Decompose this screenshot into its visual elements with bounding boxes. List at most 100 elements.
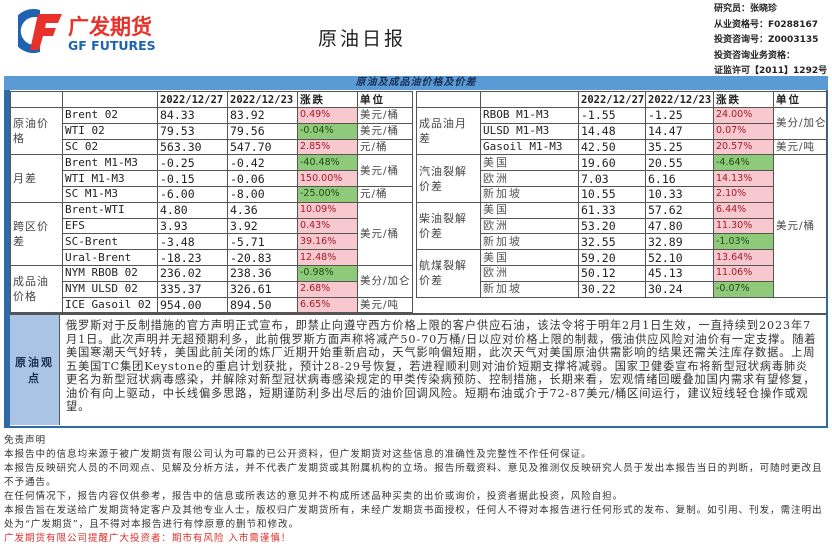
value-previous: 35.25	[645, 138, 714, 156]
item-name: 欧洲	[480, 217, 579, 235]
item-name: WTI 02	[62, 122, 158, 140]
item-name: 欧洲	[480, 170, 579, 187]
category-label: 柴油裂解价差	[416, 201, 481, 251]
change-percent: 12.48%	[297, 249, 358, 266]
unit-label: 美分/加仑	[773, 107, 827, 140]
change-percent: 2.85%	[297, 138, 358, 156]
value-current: 10.55	[578, 185, 646, 203]
item-name: 新加坡	[480, 280, 579, 298]
item-name: NYM ULSD 02	[62, 280, 158, 298]
change-percent: 0.43%	[297, 217, 358, 235]
analyst-name: 研究员：张晓珍	[714, 4, 778, 14]
value-current: 42.50	[578, 138, 646, 156]
table-row: 原油价格 Brent 02 84.33 83.92 0.49% 美元/桶	[10, 106, 413, 156]
column-header	[10, 91, 63, 108]
column-header	[480, 91, 579, 108]
table-row: WTI 02 79.53 79.56 -0.04% 美元/桶	[11, 122, 413, 140]
table-row: 月差 Brent M1-M3 -0.25 -0.42 -40.48% 美元/桶	[10, 154, 413, 203]
table-row: SC-Brent -3.48 -5.71 39.16%	[11, 233, 413, 251]
unit-label: 美元/桶	[773, 154, 827, 298]
value-current: 3.93	[157, 217, 228, 235]
change-percent: 150.00%	[297, 170, 358, 187]
value-current: -1.55	[578, 107, 646, 124]
table-row: 欧洲 53.20 47.80 11.30%	[417, 217, 827, 235]
table-row: ICE Gasoil 02 954.00 894.50 6.65% 美元/吨	[11, 296, 413, 314]
value-current: 563.30	[157, 138, 228, 156]
unit-label: 美元/吨	[773, 138, 827, 156]
qualification-number: 从业资格号：F0288167	[714, 19, 818, 30]
change-percent: -0.98%	[297, 264, 358, 282]
item-name: Ural-Brent	[62, 249, 158, 266]
value-previous: -1.25	[645, 107, 714, 124]
value-previous: 30.24	[645, 280, 714, 298]
value-previous: 894.50	[227, 296, 298, 314]
item-name: Brent 02	[62, 107, 158, 124]
crude-oil-view: 原油观点 俄罗斯对于反制措施的官方声明正式宣布，即禁止向遵守西方价格上限的客户供…	[10, 313, 826, 425]
table-row: 汽油裂解价差 美国 19.60 20.55 -4.64% 美元/桶	[416, 154, 827, 298]
item-name: SC 02	[62, 138, 158, 156]
item-name: Brent M1-M3	[62, 154, 158, 172]
column-header: 单位	[773, 91, 827, 108]
value-current: 4.80	[157, 201, 228, 219]
item-name: 欧洲	[480, 264, 579, 282]
value-current: 19.60	[578, 154, 646, 172]
item-name: 美国	[480, 154, 579, 172]
value-current: 32.55	[578, 233, 646, 251]
category-label: 跨区价差	[10, 201, 63, 266]
value-current: 53.20	[578, 217, 646, 235]
column-header: 2022/12/27	[157, 91, 228, 108]
table-row: 欧洲 50.12 45.13 11.06%	[417, 264, 827, 282]
gf-futures-logo: 广发期货 GF FUTURES	[11, 6, 168, 60]
unit-label: 美元/吨	[357, 296, 413, 314]
page-title: 原油日报	[318, 28, 407, 50]
value-previous: 326.61	[227, 280, 298, 298]
table-row: WTI M1-M3 -0.15 -0.06 150.00%	[11, 170, 413, 187]
value-current: -6.00	[157, 185, 228, 203]
value-previous: 83.92	[227, 107, 298, 124]
unit-label: 美分/加仑	[357, 264, 413, 298]
item-name: RBOB M1-M3	[480, 107, 579, 124]
value-previous: 4.36	[227, 201, 298, 219]
column-header: 2022/12/23	[227, 91, 298, 108]
left-price-table: 2022/12/27 2022/12/23 涨跌 单位 原油价格 Brent 02 84.3…	[10, 91, 413, 314]
svg-text:GF FUTURES: GF FUTURES	[68, 38, 156, 53]
table-row: Gasoil M1-M3 42.50 35.25 20.57% 美元/吨	[417, 138, 827, 156]
change-percent: 39.16%	[297, 233, 358, 251]
value-current: -0.25	[157, 154, 228, 172]
unit-label: 美元/桶	[357, 201, 413, 266]
value-previous: 45.13	[645, 264, 714, 282]
item-name: EFS	[62, 217, 158, 235]
column-header: 涨跌	[297, 91, 358, 108]
item-name: 美国	[480, 201, 579, 219]
change-percent: 24.00%	[713, 107, 774, 124]
change-percent: -40.48%	[297, 154, 358, 172]
risk-warning: 广发期货有限公司提醒广大投资者：期市有风险 入市需谨慎！	[4, 533, 292, 544]
table-row: NYM ULSD 02 335.37 326.61 2.68%	[11, 280, 413, 298]
value-current: 30.22	[578, 280, 646, 298]
table-row: 新加坡 30.22 30.24 -0.07%	[417, 280, 827, 298]
change-percent: 2.68%	[297, 280, 358, 298]
table-row: 柴油裂解价差 美国 61.33 57.62 6.44%	[416, 201, 827, 251]
value-current: 14.48	[578, 122, 646, 140]
value-previous: 3.92	[227, 217, 298, 235]
value-previous: -0.42	[227, 154, 298, 172]
value-current: 335.37	[157, 280, 228, 298]
category-label: 原油价格	[10, 106, 63, 156]
table-row: 新加坡 10.55 10.33 2.10%	[417, 185, 827, 203]
change-percent: 2.10%	[713, 185, 774, 203]
change-percent: 20.57%	[713, 138, 774, 156]
column-header: 单位	[357, 91, 413, 108]
value-current: 59.20	[578, 249, 646, 266]
value-current: 236.02	[157, 264, 228, 282]
value-previous: -0.06	[227, 170, 298, 187]
value-current: 79.53	[157, 122, 228, 140]
column-header	[416, 91, 481, 108]
table-row: ULSD M1-M3 14.48 14.47 0.07%	[417, 122, 827, 140]
change-percent: 14.13%	[713, 170, 774, 187]
item-name: Brent-WTI	[62, 201, 158, 219]
unit-label: 元/桶	[357, 185, 413, 203]
table-row: Ural-Brent -18.23 -20.83 12.48%	[11, 249, 413, 266]
value-previous: 79.56	[227, 122, 298, 140]
table-row: 跨区价差 Brent-WTI 4.80 4.36 10.09% 美元/桶	[10, 201, 413, 266]
change-percent: -25.00%	[297, 185, 358, 203]
